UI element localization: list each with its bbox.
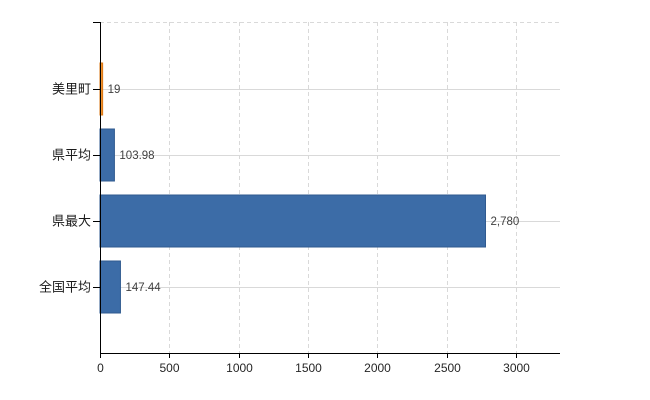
x-tick-label-3000: 3000 (503, 361, 530, 375)
category-label-県最大: 県最大 (52, 214, 91, 229)
labels: 19 美里町 103.98 県平均 2,780 県最大 147.44 全国平均 0 500 1000… (39, 82, 530, 375)
bar-全国平均[interactable] (99, 260, 121, 314)
x-tick-label-1500: 1500 (295, 361, 322, 375)
x-tick-label-1000: 1000 (226, 361, 253, 375)
x-tick-label-2000: 2000 (364, 361, 391, 375)
bars (99, 62, 486, 314)
bar-value-label-県最大: 2,780 (490, 216, 519, 228)
bar-value-label-県平均: 103.98 (119, 150, 154, 162)
bar-県平均[interactable] (99, 128, 115, 182)
x-tick-label-0: 0 (97, 361, 104, 375)
bar-value-label-美里町: 19 (108, 84, 121, 96)
x-tick-label-2500: 2500 (434, 361, 461, 375)
category-label-県平均: 県平均 (52, 148, 91, 163)
axis-ticks (93, 22, 517, 358)
axes (100, 22, 560, 354)
category-label-美里町: 美里町 (52, 82, 91, 97)
category-label-全国平均: 全国平均 (39, 280, 91, 295)
x-tick-label-500: 500 (159, 361, 179, 375)
bar-value-label-全国平均: 147.44 (125, 282, 161, 294)
gridlines (100, 22, 560, 353)
bar-県最大[interactable] (99, 194, 486, 248)
